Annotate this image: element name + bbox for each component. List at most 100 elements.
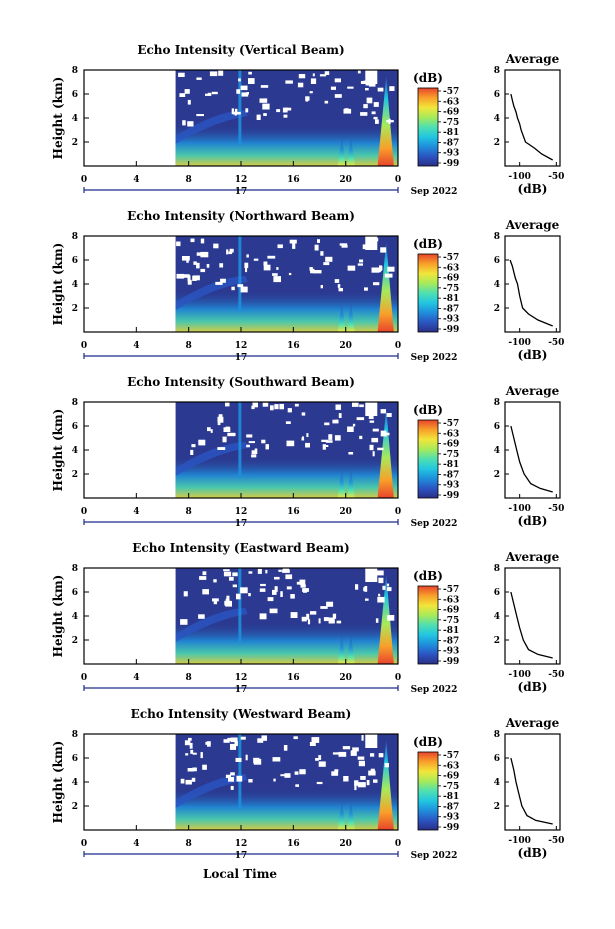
date-label: Sep 2022 — [411, 851, 458, 861]
panel-3: Echo Intensity (Southward Beam)0 4 8 12 16 20… — [51, 375, 564, 529]
colorbar-tick-label: -57 — [443, 253, 459, 263]
x-tick-label: 20 — [339, 673, 352, 683]
x-tick-label: 0 — [395, 175, 401, 185]
echo-spike — [346, 634, 355, 664]
average-y-tick-label: 6 — [494, 90, 500, 100]
colorbar-tick-label: -63 — [443, 429, 459, 439]
y-tick-label: 4 — [72, 280, 78, 290]
colorbar-unit: (dB) — [413, 403, 443, 417]
y-tick-label: 8 — [72, 730, 78, 740]
average-profile-line — [509, 259, 553, 327]
echo-spike — [346, 468, 355, 498]
average-x-label: (dB) — [518, 514, 548, 528]
x-tick-label: 0 — [395, 341, 401, 351]
missing-data-gaps — [176, 236, 395, 293]
average-title: Average — [505, 550, 560, 564]
colorbar-tick-label: -69 — [443, 108, 459, 118]
day-label: 17 — [235, 353, 248, 363]
x-tick-label: 12 — [235, 507, 248, 517]
colorbar — [417, 419, 439, 499]
echo-streak — [238, 734, 242, 810]
colorbar-tick-label: -87 — [443, 304, 459, 314]
x-tick-label: 20 — [339, 839, 352, 849]
day-label: 17 — [235, 851, 248, 861]
panel-title: Echo Intensity (Eastward Beam) — [132, 541, 349, 555]
colorbar-tick-label: -57 — [443, 87, 459, 97]
echo-spike-main — [377, 242, 394, 332]
y-axis-label: Height (km) — [51, 409, 65, 492]
average-x-tick-label: -50 — [548, 670, 564, 680]
y-tick-label: 2 — [72, 304, 78, 314]
average-x-tick-label: -50 — [548, 836, 564, 846]
echo-layer — [175, 774, 248, 808]
average-x-label: (dB) — [518, 182, 548, 196]
colorbar-tick-label: -99 — [443, 325, 459, 335]
average-profile-line — [510, 425, 553, 493]
x-tick-label: 16 — [287, 175, 300, 185]
colorbar-tick-label: -63 — [443, 595, 459, 605]
colorbar-tick-label: -99 — [443, 491, 459, 501]
average-y-tick-label: 6 — [494, 588, 500, 598]
average-y-tick-label: 2 — [494, 304, 500, 314]
echo-spike — [346, 302, 355, 332]
x-tick-label: 0 — [81, 341, 87, 351]
colorbar-tick-label: -87 — [443, 138, 459, 148]
colorbar-tick-label: -87 — [443, 802, 459, 812]
x-tick-label: 16 — [287, 341, 300, 351]
average-frame — [504, 69, 561, 167]
x-tick-label: 12 — [235, 175, 248, 185]
y-tick-label: 8 — [72, 66, 78, 76]
echo-streak — [238, 402, 242, 478]
average-x-label: (dB) — [518, 348, 548, 362]
y-tick-label: 6 — [72, 256, 78, 266]
colorbar — [417, 751, 439, 831]
average-frame — [504, 235, 561, 333]
colorbar-tick-label: -69 — [443, 440, 459, 450]
echo-spike — [337, 468, 346, 498]
average-y-tick-label: 4 — [494, 778, 500, 788]
colorbar-tick-label: -75 — [443, 118, 459, 128]
colorbar-unit: (dB) — [413, 735, 443, 749]
low-echo-band — [175, 290, 398, 332]
panel-title: Echo Intensity (Northward Beam) — [127, 209, 355, 223]
low-echo-band — [175, 124, 398, 166]
x-tick-label: 8 — [186, 341, 192, 351]
average-y-tick-label: 8 — [494, 66, 500, 76]
y-tick-label: 6 — [72, 588, 78, 598]
average-y-tick-label: 8 — [494, 398, 500, 408]
colorbar-tick-label: -99 — [443, 823, 459, 833]
average-y-tick-label: 4 — [494, 114, 500, 124]
average-y-tick-label: 4 — [494, 280, 500, 290]
echo-spike-main — [377, 740, 394, 830]
y-axis-label: Height (km) — [51, 741, 65, 824]
average-y-tick-label: 8 — [494, 730, 500, 740]
day-label: 17 — [235, 519, 248, 529]
colorbar-tick-label: -93 — [443, 315, 459, 325]
x-tick-label: 20 — [339, 341, 352, 351]
echo-spike-main — [377, 76, 394, 166]
colorbar-tick-label: -93 — [443, 149, 459, 159]
echo-layer — [175, 276, 248, 310]
average-title: Average — [505, 218, 560, 232]
panel-title: Echo Intensity (Westward Beam) — [131, 707, 352, 721]
x-tick-label: 16 — [287, 839, 300, 849]
colorbar-tick-label: -75 — [443, 284, 459, 294]
x-tick-label: 20 — [339, 175, 352, 185]
x-tick-label: 12 — [235, 673, 248, 683]
average-x-tick-label: -100 — [508, 670, 531, 680]
date-label: Sep 2022 — [411, 685, 458, 695]
average-y-tick-label: 2 — [494, 802, 500, 812]
average-y-tick-label: 6 — [494, 754, 500, 764]
average-frame — [504, 733, 561, 831]
colorbar-tick-label: -69 — [443, 274, 459, 284]
y-tick-label: 2 — [72, 636, 78, 646]
x-tick-label: 12 — [235, 341, 248, 351]
panel-title: Echo Intensity (Vertical Beam) — [137, 43, 344, 57]
low-echo-band — [175, 622, 398, 664]
x-tick-label: 4 — [133, 175, 139, 185]
average-y-tick-label: 2 — [494, 636, 500, 646]
y-tick-label: 8 — [72, 398, 78, 408]
colorbar-tick-label: -99 — [443, 159, 459, 169]
x-tick-label: 8 — [186, 673, 192, 683]
average-x-tick-label: -100 — [508, 836, 531, 846]
